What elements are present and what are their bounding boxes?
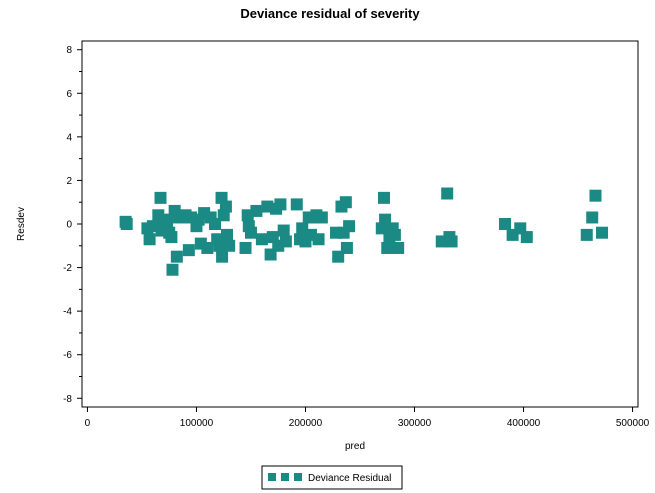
data-point (166, 263, 179, 276)
data-point (441, 187, 454, 200)
y-tick-label: 2 (66, 176, 72, 187)
data-point (154, 191, 167, 204)
x-tick-label: 300000 (398, 418, 432, 429)
x-tick-label: 0 (85, 418, 91, 429)
legend-label: Deviance Residual (308, 473, 391, 484)
data-point (279, 235, 292, 248)
data-point (340, 241, 353, 254)
data-point (219, 200, 232, 213)
legend-box (261, 465, 403, 490)
data-point (315, 211, 328, 224)
legend: Deviance Residual (261, 465, 403, 490)
data-point (290, 198, 303, 211)
y-tick-label: -8 (63, 394, 72, 405)
data-point (445, 235, 458, 248)
y-tick-label: -4 (63, 307, 72, 318)
y-tick-label: -2 (63, 263, 72, 274)
y-axis: -8 -6 -4 -2 0 2 4 6 8 (63, 45, 82, 405)
data-point (274, 198, 287, 211)
y-axis-title: Resdev (16, 207, 27, 241)
data-point (216, 250, 229, 263)
data-point (339, 196, 352, 209)
data-point (255, 233, 268, 246)
x-axis-title: pred (345, 441, 365, 452)
legend-marker (294, 473, 302, 481)
data-point (277, 224, 290, 237)
data-point (213, 239, 226, 252)
data-point (589, 189, 602, 202)
x-axis: 0 100000 200000 300000 400000 500000 (85, 407, 650, 429)
data-point (223, 239, 236, 252)
data-point (143, 233, 156, 246)
x-tick-label: 100000 (180, 418, 214, 429)
data-point (520, 231, 533, 244)
y-tick-label: -6 (63, 350, 72, 361)
data-point (312, 233, 325, 246)
data-points (119, 187, 609, 276)
y-tick-label: 0 (66, 220, 72, 231)
y-tick-label: 4 (66, 132, 72, 143)
data-point (244, 226, 257, 239)
data-point (377, 191, 390, 204)
data-point (596, 226, 609, 239)
data-point (343, 220, 356, 233)
y-tick-label: 6 (66, 89, 72, 100)
data-point (165, 231, 178, 244)
plot-frame (81, 40, 639, 408)
chart-title: Deviance residual of severity (240, 6, 420, 21)
data-point (388, 228, 401, 241)
x-tick-label: 500000 (616, 418, 650, 429)
legend-marker (268, 473, 276, 481)
data-point (161, 215, 174, 228)
data-point (201, 241, 214, 254)
data-point (120, 218, 133, 230)
legend-marker (281, 473, 289, 481)
x-tick-label: 400000 (507, 418, 541, 429)
data-point (498, 218, 511, 230)
data-point (220, 228, 233, 241)
data-point (182, 244, 195, 257)
data-point (381, 241, 394, 254)
data-point (170, 250, 183, 263)
x-tick-label: 200000 (289, 418, 323, 429)
data-point (580, 228, 593, 241)
data-point (392, 241, 405, 254)
data-point (239, 241, 252, 254)
data-point (250, 204, 263, 217)
data-point (586, 211, 599, 224)
y-tick-label: 8 (66, 45, 72, 56)
